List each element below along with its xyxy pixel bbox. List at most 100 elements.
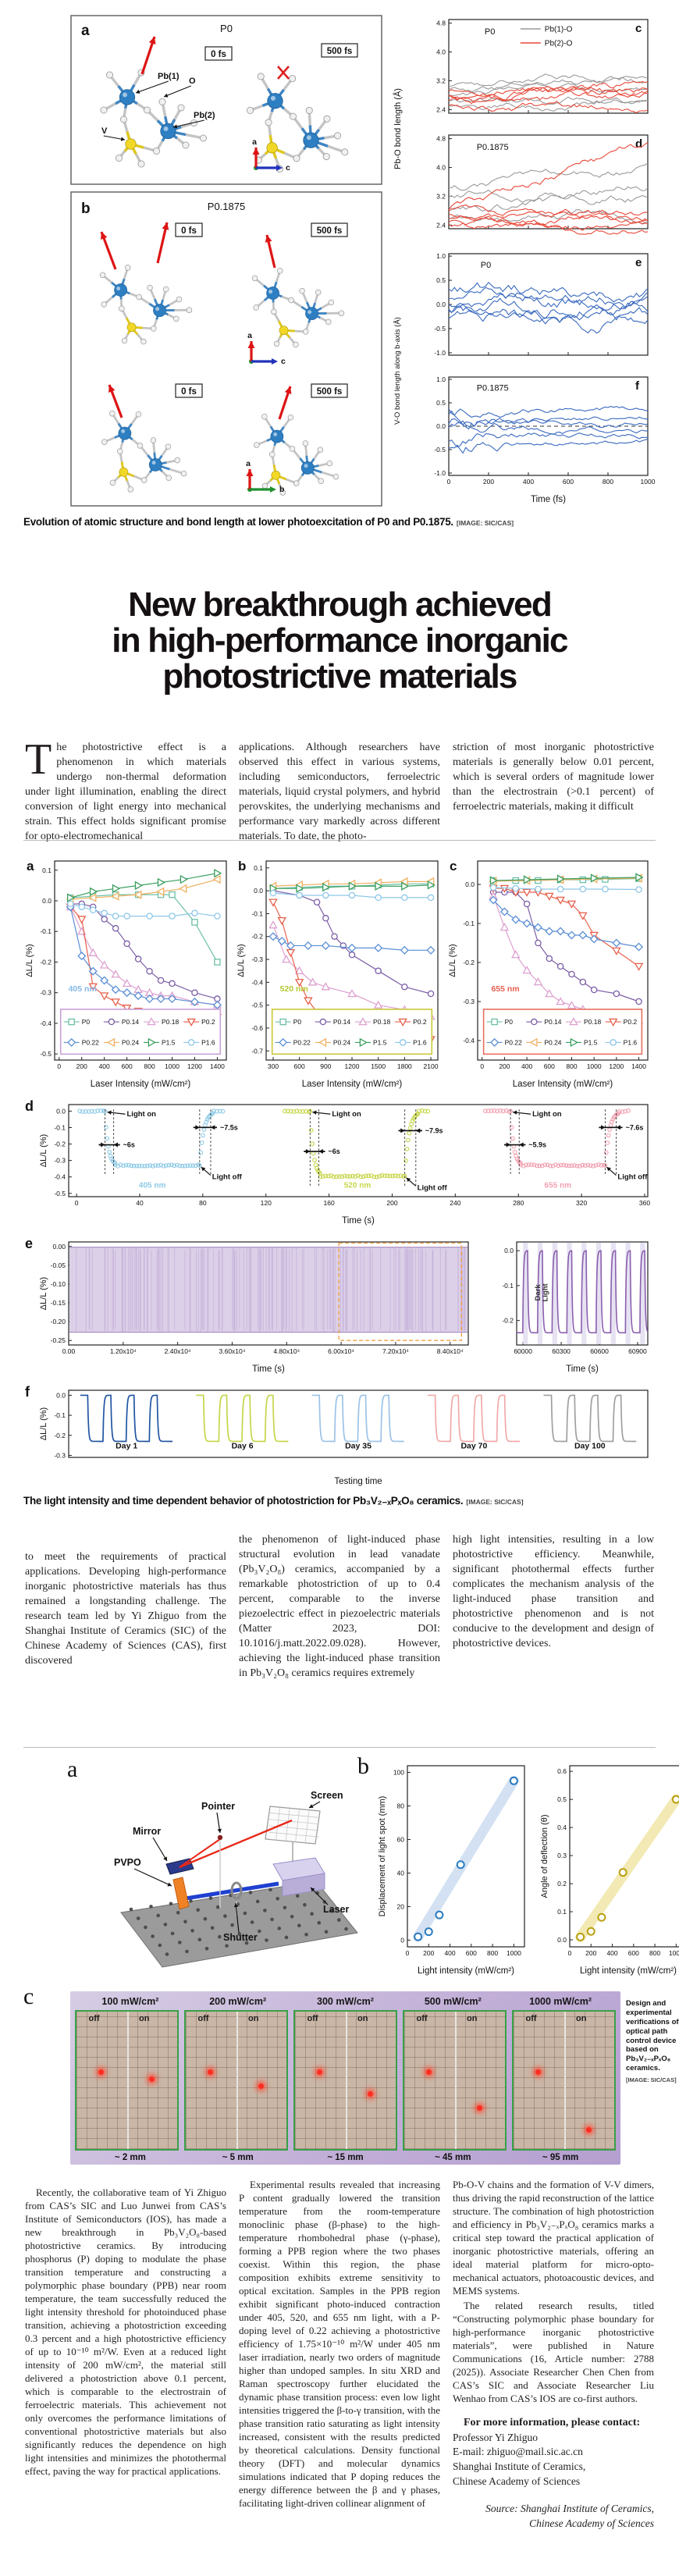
svg-text:0: 0: [57, 1062, 61, 1070]
photo-on-label: on: [138, 2014, 150, 2023]
svg-text:P1.6: P1.6: [624, 1038, 638, 1046]
svg-text:2.4: 2.4: [436, 221, 446, 229]
svg-text:Time (s): Time (s): [252, 1364, 285, 1374]
svg-text:Day 6: Day 6: [232, 1442, 254, 1451]
svg-text:1200: 1200: [187, 1062, 202, 1070]
svg-text:P0.22: P0.22: [505, 1038, 522, 1046]
svg-text:-1.0: -1.0: [434, 349, 446, 357]
svg-text:Laser Intensity (mW/cm²): Laser Intensity (mW/cm²): [513, 1080, 613, 1089]
svg-text:-0.6: -0.6: [251, 1024, 263, 1032]
svg-text:Day 70: Day 70: [460, 1442, 487, 1451]
svg-text:500 fs: 500 fs: [317, 387, 343, 397]
svg-text:7.20x10⁴: 7.20x10⁴: [382, 1347, 409, 1355]
photo-intensity-label: 1000 mW/cm²: [529, 1996, 592, 2007]
fig2-letter-f: f: [25, 1384, 30, 1400]
svg-text:6.00x10⁴: 6.00x10⁴: [328, 1347, 354, 1355]
svg-text:b: b: [81, 201, 91, 217]
svg-text:60: 60: [397, 1836, 405, 1844]
displacement-label: ~ 15 mm: [327, 2153, 364, 2162]
photo-on-label: on: [357, 2014, 368, 2023]
displacement-label: ~ 45 mm: [435, 2153, 471, 2162]
svg-text:0.0: 0.0: [254, 887, 263, 895]
svg-text:~6s: ~6s: [123, 1141, 135, 1149]
midtext-col2: the phenomenon of light-induced phase st…: [239, 1534, 440, 1680]
laser-spot-on: [585, 2126, 592, 2133]
svg-text:P0.22: P0.22: [293, 1038, 311, 1046]
svg-text:Pb(1): Pb(1): [158, 72, 180, 81]
svg-text:320: 320: [576, 1199, 587, 1207]
svg-text:200: 200: [423, 1949, 434, 1957]
svg-text:500 fs: 500 fs: [317, 226, 343, 236]
svg-text:600: 600: [628, 1949, 639, 1957]
svg-text:~6s: ~6s: [328, 1147, 340, 1155]
source-line1: Source: Shanghai Institute of Ceramics,: [485, 2503, 654, 2515]
svg-text:300: 300: [268, 1062, 279, 1070]
svg-text:0.6: 0.6: [557, 1767, 567, 1775]
svg-text:0 fs: 0 fs: [181, 226, 197, 236]
svg-text:2100: 2100: [424, 1062, 439, 1070]
svg-text:P0.24: P0.24: [122, 1038, 139, 1046]
svg-text:60600: 60600: [590, 1347, 609, 1355]
svg-text:800: 800: [603, 478, 613, 486]
photo-off-label: off: [525, 2014, 537, 2023]
svg-text:-0.1: -0.1: [502, 1282, 514, 1290]
svg-text:0: 0: [568, 1949, 572, 1957]
svg-text:600: 600: [294, 1062, 305, 1070]
svg-text:b: b: [279, 485, 284, 494]
svg-text:520 nm: 520 nm: [344, 1181, 371, 1190]
figure1-caption: Evolution of atomic structure and bond l…: [23, 515, 656, 529]
photo-off-label: off: [307, 2014, 318, 2023]
svg-text:-0.3: -0.3: [251, 955, 263, 963]
svg-text:0.1: 0.1: [254, 864, 263, 872]
svg-text:-0.4: -0.4: [54, 1173, 66, 1181]
laser-spot-off: [98, 2069, 105, 2075]
svg-text:Angle of deflection (θ): Angle of deflection (θ): [540, 1814, 549, 1898]
figure1-credit: [IMAGE: SIC/CAS]: [456, 519, 514, 527]
svg-text:d: d: [635, 137, 642, 151]
svg-text:P0.24: P0.24: [544, 1038, 561, 1046]
fig3-letter-c: c: [23, 1984, 34, 2009]
divider-1: [23, 840, 656, 841]
svg-text:405 nm: 405 nm: [139, 1181, 166, 1190]
svg-text:O: O: [189, 76, 196, 86]
fig1-ylabel-vo: V-O bond length along b-axis (Å): [393, 317, 402, 425]
svg-text:-0.1: -0.1: [463, 920, 475, 927]
svg-text:c: c: [450, 859, 457, 873]
bottomtext-col3-p1: Pb-O-V chains and the formation of V-V d…: [453, 2179, 654, 2297]
svg-text:900: 900: [320, 1062, 331, 1070]
svg-text:0.1: 0.1: [557, 1908, 567, 1916]
photo-on-label: on: [247, 2014, 259, 2023]
svg-text:P0.24: P0.24: [333, 1038, 350, 1046]
svg-text:600: 600: [544, 1062, 555, 1070]
svg-text:3.2: 3.2: [436, 76, 446, 84]
svg-text:0.3: 0.3: [557, 1852, 567, 1859]
intro-col3: striction of most inorganic photostricti…: [453, 742, 654, 813]
svg-text:-0.10: -0.10: [51, 1280, 66, 1288]
contact-heading: For more information, please contact:: [464, 2417, 641, 2429]
displacement-label: ~ 5 mm: [222, 2153, 254, 2162]
svg-text:Pb(1)-O: Pb(1)-O: [545, 26, 573, 34]
svg-text:Light on: Light on: [532, 1110, 562, 1119]
svg-text:Mirror: Mirror: [133, 1826, 161, 1837]
svg-text:1.0: 1.0: [436, 375, 446, 383]
svg-text:0.0: 0.0: [42, 897, 52, 905]
svg-text:1200: 1200: [609, 1062, 624, 1070]
svg-text:0.0: 0.0: [56, 1391, 66, 1399]
svg-text:200: 200: [483, 478, 494, 486]
svg-text:Time (s): Time (s): [566, 1364, 599, 1374]
svg-text:a: a: [81, 23, 90, 39]
svg-text:4.8: 4.8: [436, 20, 446, 27]
figure2-caption: The light intensity and time dependent b…: [23, 1494, 656, 1508]
svg-text:P0.22: P0.22: [82, 1038, 99, 1046]
svg-text:f: f: [635, 379, 640, 393]
figure3-caption: Design and experimental verifications of…: [626, 1999, 679, 2083]
svg-text:0.5: 0.5: [436, 276, 446, 284]
svg-text:-0.1: -0.1: [54, 1124, 66, 1132]
svg-text:-0.4: -0.4: [40, 1019, 52, 1027]
svg-text:b: b: [238, 859, 246, 873]
svg-text:-0.3: -0.3: [54, 1157, 66, 1165]
svg-text:c: c: [281, 357, 286, 366]
source-line2: Chinese Academy of Sciences: [529, 2517, 654, 2530]
svg-text:600: 600: [122, 1062, 133, 1070]
svg-text:P1.6: P1.6: [413, 1038, 427, 1046]
